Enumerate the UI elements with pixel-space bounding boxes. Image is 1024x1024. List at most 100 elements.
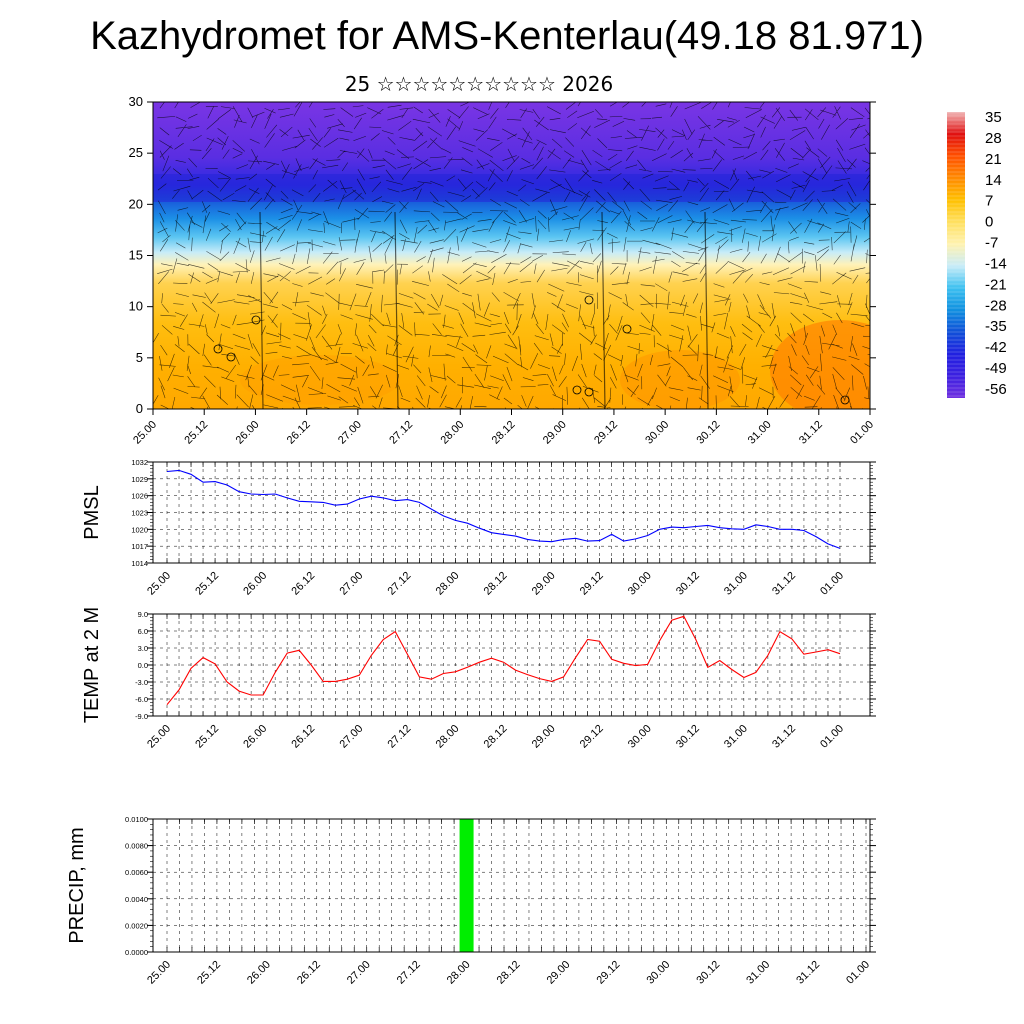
y-tick-label: 0.0080 — [125, 842, 148, 851]
colorbar-label: -7 — [985, 235, 998, 252]
y-tick-label: 6.0 — [138, 627, 148, 636]
x-tick-label: 28.12 — [495, 959, 523, 987]
colorbar-label: -14 — [985, 255, 1007, 272]
heatmap-area — [153, 102, 870, 409]
colorbar-label: -35 — [985, 318, 1007, 335]
y-tick-label: -3.0 — [135, 678, 148, 687]
y-tick-label: 0.0 — [138, 661, 148, 670]
x-tick-label: 31.12 — [770, 723, 798, 751]
y-tick-label: 1032 — [131, 458, 148, 467]
streamline — [259, 211, 264, 409]
x-tick-label: 30.12 — [694, 959, 722, 987]
x-tick-label: 28.00 — [434, 570, 462, 598]
y-tick-label: 0 — [136, 401, 143, 416]
x-tick-label: 26.12 — [295, 959, 323, 987]
x-tick-label: 29.00 — [530, 723, 558, 751]
x-tick-label: 31.00 — [722, 723, 750, 751]
x-tick-label: 25.12 — [193, 723, 221, 751]
chart-subtitle: 25 ☆☆☆☆☆☆☆☆☆☆ 2026 — [344, 72, 614, 96]
colorbar-label: -49 — [985, 360, 1007, 377]
y-tick-label: 5 — [136, 350, 143, 365]
calm-marker — [213, 344, 223, 354]
y-tick-label: 1026 — [131, 492, 148, 501]
x-tick-label: 26.00 — [241, 570, 269, 598]
x-tick-label: 25.00 — [145, 570, 173, 598]
y-axis-title: PRECIP, mm — [66, 827, 88, 943]
x-tick-label: 31.00 — [722, 570, 750, 598]
colorbar-label: 14 — [985, 172, 1002, 189]
y-tick-label: 25 — [129, 145, 143, 160]
plot-background — [153, 819, 870, 952]
x-tick-label: 28.00 — [434, 723, 462, 751]
x-tick-label: 27.00 — [337, 570, 365, 598]
warm-patch — [770, 320, 870, 409]
x-tick-label: 28.12 — [482, 570, 510, 598]
streamline — [601, 211, 606, 409]
x-tick-label: 30.00 — [626, 723, 654, 751]
y-tick-label: 0.0060 — [125, 868, 148, 877]
colorbar-label: -42 — [985, 339, 1007, 356]
y-tick-label: 3.0 — [138, 644, 148, 653]
y-tick-label: 30 — [129, 94, 143, 109]
calm-marker — [584, 295, 594, 305]
wind-vectors — [153, 102, 870, 409]
colorbar-strip — [947, 112, 965, 398]
x-tick-label: 28.00 — [445, 959, 473, 987]
y-tick-label: 20 — [129, 196, 143, 211]
y-axis-title: PMSL — [81, 485, 103, 539]
y-tick-label: 1014 — [131, 559, 148, 568]
temp-2m-chart: -9.0 -6.0 -3.0 0.0 3.0 6.0 9.0 25.00 25.12 26.00 2… — [81, 607, 876, 751]
colorbar-label: -28 — [985, 297, 1007, 314]
calm-marker — [840, 395, 850, 405]
temperature-colorbar: 35 28 21 14 7 0 -7 -14 -21 -28 -35 -42 -49 -56 — [947, 109, 1007, 398]
y-tick-label: 0.0100 — [125, 815, 148, 824]
precip-chart: 0.0000 0.0020 0.0040 0.0060 0.0080 0.0100 25.0… — [66, 815, 876, 987]
y-tick-label: 1020 — [131, 525, 148, 534]
x-tick-label: 30.12 — [674, 723, 702, 751]
chart-title: Kazhydromet for AMS-Kenterlau(49.18 81.9… — [90, 14, 924, 58]
calm-marker — [572, 385, 582, 395]
y-tick-label: 0.0000 — [125, 948, 148, 957]
x-tick-label: 26.12 — [289, 723, 317, 751]
x-tick-label: 30.00 — [626, 570, 654, 598]
x-tick-label: 01.00 — [818, 723, 846, 751]
colorbar-bands — [947, 111, 965, 397]
colorbar-label: 0 — [985, 214, 993, 231]
x-tick-label: 27.12 — [386, 570, 414, 598]
x-tick-label: 26.12 — [289, 570, 317, 598]
x-tick-label: 25.00 — [145, 723, 173, 751]
y-tick-label: 1023 — [131, 509, 148, 518]
y-tick-label: 0.0040 — [125, 895, 148, 904]
colorbar-label: 35 — [985, 109, 1002, 126]
x-tick-label: 29.00 — [530, 570, 558, 598]
x-tick-label: 30.00 — [644, 959, 672, 987]
colorbar-label: 21 — [985, 151, 1002, 168]
calm-marker — [584, 387, 594, 397]
calm-marker — [251, 315, 261, 325]
calm-marker — [622, 324, 632, 334]
x-tick-label: 31.00 — [744, 959, 772, 987]
x-tick-label: 26.00 — [245, 959, 273, 987]
y-tick-label: 15 — [129, 248, 143, 263]
y-tick-label: 1029 — [131, 475, 148, 484]
colorbar-label: -56 — [985, 381, 1007, 398]
x-tick-label: 01.00 — [818, 570, 846, 598]
y-tick-label: -9.0 — [135, 712, 148, 721]
colorbar-label: -21 — [985, 276, 1007, 293]
y-axis-title: TEMP at 2 M — [81, 607, 103, 723]
x-tick-label: 25.12 — [195, 959, 223, 987]
x-tick-label: 30.12 — [674, 570, 702, 598]
plot-frame — [152, 818, 871, 953]
y-tick-label: 0.0020 — [125, 921, 148, 930]
y-tick-label: 9.0 — [138, 610, 148, 619]
x-tick-label: 29.12 — [595, 959, 623, 987]
colorbar-label: 28 — [985, 130, 1002, 147]
x-tick-label: 31.12 — [794, 959, 822, 987]
pmsl-chart: 1014 1017 1020 1023 1026 1029 1032 25.00 25.12 26… — [81, 458, 876, 598]
x-tick-label: 01.00 — [844, 959, 872, 987]
x-tick-label: 27.12 — [395, 959, 423, 987]
x-tick-label: 27.00 — [345, 959, 373, 987]
streamline — [704, 211, 709, 409]
x-tick-label: 29.00 — [545, 959, 573, 987]
y-tick-label: 1017 — [131, 542, 148, 551]
